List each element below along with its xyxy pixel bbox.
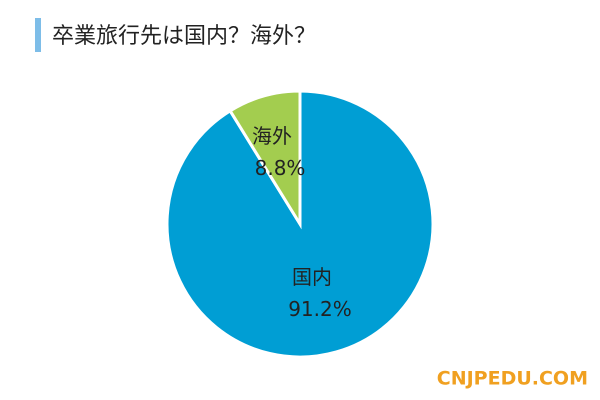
value-label: 8.8% xyxy=(255,156,306,180)
pie-slice xyxy=(228,89,302,230)
slice-label: 国内 xyxy=(292,265,332,289)
slice-label: 海外 xyxy=(252,124,292,148)
title-bar xyxy=(35,18,41,52)
watermark: CNJPEDU.COM xyxy=(437,368,588,390)
value-label: 91.2% xyxy=(288,297,352,321)
chart-title: 卒業旅行先は国内？海外？ xyxy=(52,24,316,49)
